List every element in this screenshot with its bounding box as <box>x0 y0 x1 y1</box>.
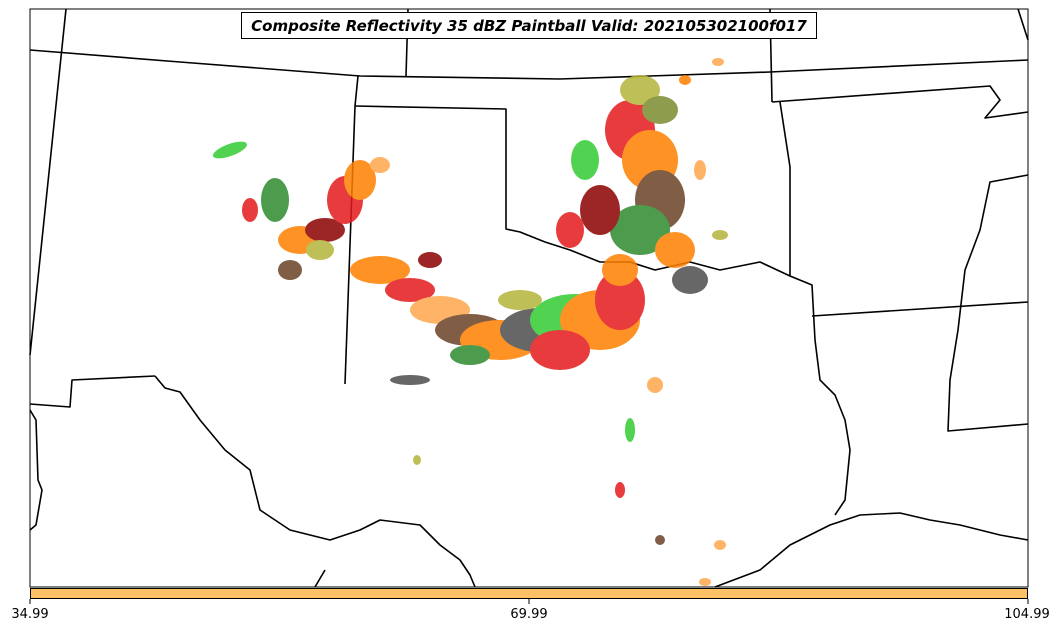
storm-blob <box>615 482 625 498</box>
colorbar-tick-label-max: 104.99 <box>1004 607 1050 622</box>
mexico-south <box>314 569 326 588</box>
colorbar-ticks <box>29 599 1029 604</box>
texas-coast <box>714 512 1029 588</box>
storm-blob <box>714 540 726 550</box>
storm-blob <box>212 141 248 159</box>
storm-blob <box>625 418 635 442</box>
colorbar <box>30 588 1028 599</box>
storm-blob <box>278 260 302 280</box>
border-ms-river <box>947 174 1029 432</box>
storm-blob <box>306 240 334 260</box>
border-nm-south <box>29 375 156 408</box>
storm-blob <box>418 252 442 268</box>
storm-blob <box>595 270 645 330</box>
storm-blob <box>305 218 345 242</box>
storm-blob <box>498 290 542 310</box>
mexico-west <box>29 409 43 531</box>
storm-blob <box>530 330 590 370</box>
state-boundaries <box>29 8 1029 588</box>
storm-blob <box>699 578 711 586</box>
storm-blob <box>571 140 599 180</box>
storm-blob <box>385 278 435 302</box>
storm-blob <box>344 160 376 200</box>
map-title: Composite Reflectivity 35 dBZ Paintball … <box>241 12 817 39</box>
storm-blob <box>672 266 708 294</box>
storm-blob <box>413 455 421 465</box>
storm-blob <box>242 198 258 222</box>
storm-blob <box>642 96 678 124</box>
storm-blob <box>350 256 410 284</box>
storm-blob <box>655 535 665 545</box>
storm-blob <box>712 58 724 66</box>
colorbar-tick-label-mid: 69.99 <box>510 607 548 622</box>
storm-blob <box>694 160 706 180</box>
border-ar-west <box>789 275 816 341</box>
storm-blob <box>390 375 430 385</box>
storm-blob <box>450 345 490 365</box>
storm-blob <box>679 75 691 85</box>
storm-blob <box>602 254 638 286</box>
storm-blob <box>580 185 620 235</box>
storm-blob <box>712 230 728 240</box>
storm-blob <box>556 212 584 248</box>
storm-blob <box>370 157 390 173</box>
storm-blob <box>647 377 663 393</box>
border-tx-la <box>814 339 851 516</box>
border-nm-az <box>29 8 67 356</box>
storm-blob <box>261 178 289 222</box>
border-ar-north <box>771 85 1029 119</box>
storm-blob <box>610 205 670 255</box>
border-ar-la <box>811 301 1029 317</box>
border-co-ks-top <box>29 49 1029 80</box>
border-ne-top-right <box>1017 8 1029 41</box>
storm-blob <box>620 75 660 105</box>
colorbar-tick-label-min: 34.99 <box>11 607 49 622</box>
storm-blob <box>655 232 695 268</box>
border-tx-south <box>154 375 476 588</box>
paintball-reflectivity <box>212 58 728 586</box>
